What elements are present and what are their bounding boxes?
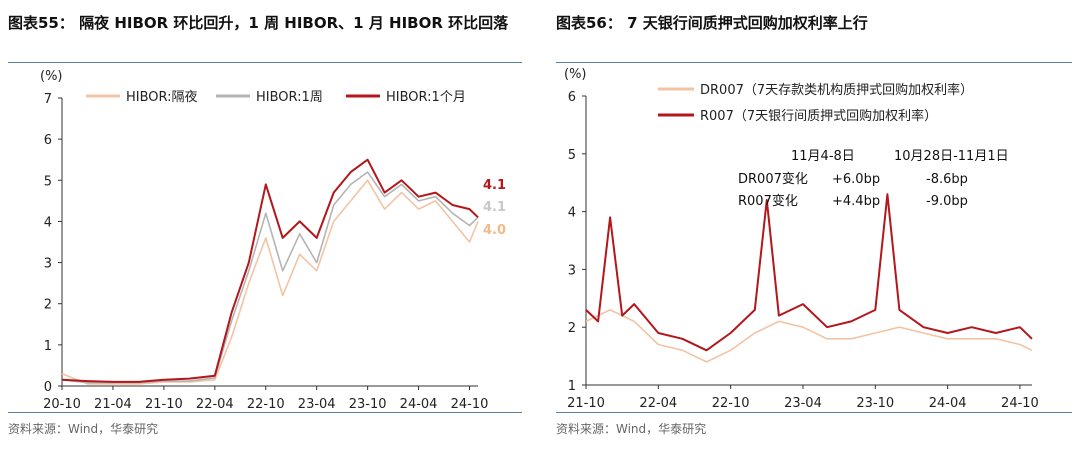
y-tick-label: 5 (568, 148, 576, 163)
x-tick-label: 21-04 (94, 397, 132, 412)
x-tick-label: 22-04 (639, 396, 677, 411)
x-tick-label: 22-04 (196, 397, 234, 412)
y-tick-label: 3 (568, 263, 576, 278)
annotation-value: -9.0bp (926, 194, 968, 209)
title-rule (8, 62, 522, 63)
end-value-label: 4.0 (483, 223, 506, 238)
source-rule (8, 412, 522, 413)
x-tick-label: 21-10 (567, 396, 605, 411)
annotation-value: -8.6bp (926, 172, 968, 187)
x-tick-label: 21-10 (145, 397, 183, 412)
y-tick-label: 5 (44, 174, 52, 189)
series-line (61, 158, 479, 383)
y-tick-label: 6 (44, 133, 52, 148)
series-line (585, 193, 1033, 352)
end-value-label: 4.1 (483, 200, 506, 215)
y-tick-label: 3 (44, 257, 52, 272)
y-tick-label: 4 (44, 215, 52, 230)
chart-panel-hibor: 图表55： 隔夜 HIBOR 环比回升，1 周 HIBOR、1 月 HIBOR … (0, 0, 530, 452)
source-note: 资料来源：Wind，华泰研究 (8, 422, 159, 436)
x-tick-label: 24-04 (929, 396, 967, 411)
annotation-value: +6.0bp (832, 172, 880, 187)
y-tick-label: 2 (568, 321, 576, 336)
chart-title: 图表56： 7 天银行间质押式回购加权利率上行 (556, 14, 868, 32)
annotation-row-label: R007变化 (738, 193, 798, 209)
x-tick-label: 24-10 (1001, 396, 1039, 411)
repo-rate-line-chart: (%) 1 2 3 4 5 6 21-10 22-04 22-10 23-04 23-10 24-04 2… (564, 67, 1039, 411)
hibor-line-chart: (%) 0 1 2 3 4 5 6 7 20-10 21-04 21-10 22-04 22-10 23-0… (40, 69, 506, 412)
legend-label: HIBOR:1周 (256, 90, 323, 105)
legend-label: HIBOR:1个月 (386, 90, 466, 105)
legend-label: R007（7天银行间质押式回购加权利率） (700, 108, 937, 124)
annotation-period: 10月28日-11月1日 (894, 149, 1009, 164)
x-tick-label: 23-04 (298, 397, 336, 412)
x-tick-label: 20-10 (43, 397, 81, 412)
y-tick-label: 0 (44, 380, 52, 395)
x-tick-label: 22-10 (712, 396, 750, 411)
y-tick-label: 2 (44, 298, 52, 313)
series-line (61, 171, 479, 384)
chart-panel-repo: 图表56： 7 天银行间质押式回购加权利率上行 资料来源：Wind，华泰研究 (… (548, 0, 1080, 452)
x-tick-label: 23-10 (349, 397, 387, 412)
x-tick-label: 23-10 (856, 396, 894, 411)
x-tick-label: 22-10 (247, 397, 285, 412)
y-axis-unit: (%) (40, 69, 63, 84)
legend-label: DR007（7天存款类机构质押式回购加权利率） (700, 82, 973, 98)
y-tick-label: 1 (44, 339, 52, 354)
annotation-row-label: DR007变化 (738, 171, 808, 187)
x-tick-label: 23-04 (784, 396, 822, 411)
series-line (61, 179, 479, 385)
y-tick-label: 7 (44, 92, 52, 107)
y-tick-label: 1 (568, 379, 576, 394)
source-rule (556, 412, 1072, 413)
title-rule (556, 62, 1072, 63)
chart-title: 图表55： 隔夜 HIBOR 环比回升，1 周 HIBOR、1 月 HIBOR … (8, 14, 509, 32)
legend-label: HIBOR:隔夜 (126, 90, 198, 105)
y-tick-label: 6 (568, 90, 576, 105)
annotation-value: +4.4bp (832, 194, 880, 209)
x-tick-label: 24-04 (400, 397, 438, 412)
series-line (585, 309, 1033, 363)
y-tick-label: 4 (568, 206, 576, 221)
x-tick-label: 24-10 (451, 397, 489, 412)
annotation-period: 11月4-8日 (791, 149, 855, 164)
y-axis-unit: (%) (564, 67, 587, 82)
source-note: 资料来源：Wind，华泰研究 (556, 422, 707, 436)
end-value-label: 4.1 (483, 178, 506, 193)
